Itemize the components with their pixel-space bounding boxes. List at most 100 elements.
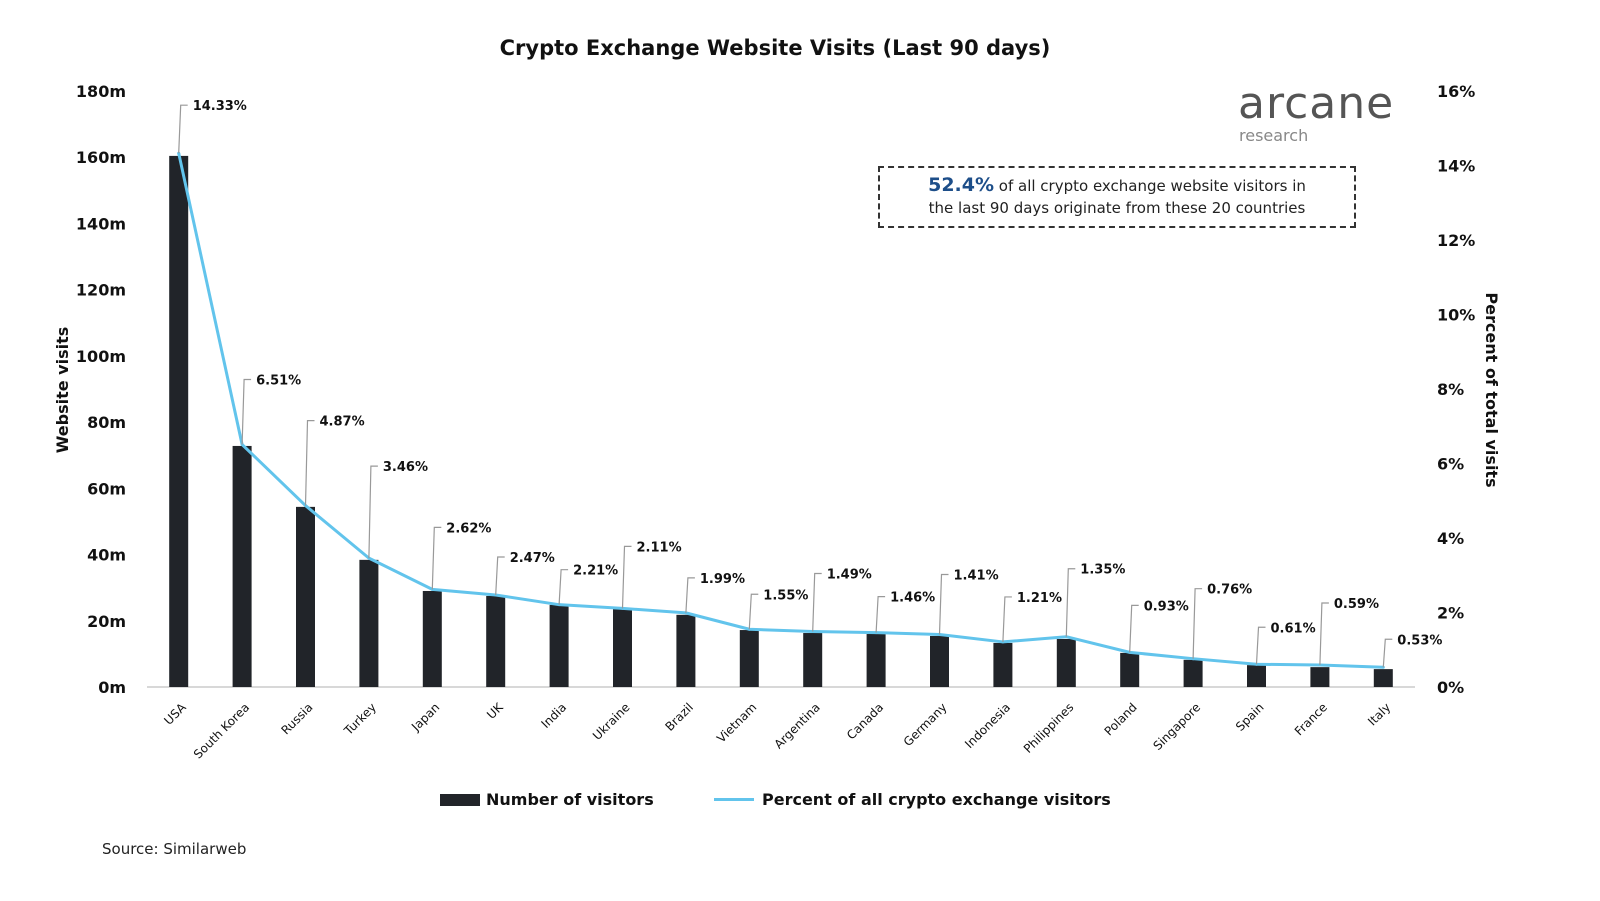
data-label-leader (241, 378, 252, 445)
y2-axis-title: Percent of total visits (1482, 292, 1501, 487)
data-label: 4.87% (320, 415, 365, 430)
y-tick-label: 140m (76, 214, 126, 233)
x-tick-label: Indonesia (962, 700, 1013, 751)
y-tick-label: 100m (76, 347, 126, 366)
data-label: 3.46% (383, 460, 428, 475)
y2-tick-label: 8% (1437, 380, 1464, 399)
percent-line (177, 152, 1384, 669)
x-tick-label: Russia (278, 700, 315, 737)
axes-group: 0m 20m 40m 60m 80m 100m 120m 140m 160m 180m 0% 2% 4%… (53, 82, 1501, 762)
x-tick-label: India (538, 700, 569, 731)
data-label: 0.76% (1207, 583, 1252, 598)
data-label: 1.49% (827, 567, 872, 582)
y2-tick-label: 2% (1437, 604, 1464, 623)
data-label: 0.61% (1271, 621, 1316, 636)
data-label-leader (685, 577, 695, 613)
data-label: 1.46% (890, 591, 935, 606)
y2-tick-label: 12% (1437, 231, 1475, 250)
x-tick-label: Japan (408, 700, 442, 734)
y-tick-label: 80m (87, 413, 126, 432)
bar (359, 559, 379, 687)
data-label: 6.51% (256, 374, 301, 389)
bar (739, 630, 759, 687)
logo-subtitle: research (1239, 126, 1309, 145)
y-tick-label: 20m (87, 612, 126, 631)
legend-label-percent: Percent of all crypto exchange visitors (762, 790, 1111, 809)
x-tick-label: Argentina (772, 700, 823, 751)
data-label-leader (495, 556, 505, 596)
data-label: 14.33% (193, 99, 247, 114)
x-tick-label: Singapore (1151, 700, 1204, 753)
data-label: 1.35% (1080, 563, 1125, 578)
bar (1247, 665, 1266, 687)
source-note: Source: Similarweb (102, 840, 247, 858)
data-labels-group: 14.33% 6.51% 4.87% 3.46% 2.62% 2.47% 2.21% 2.11… (178, 99, 1442, 668)
chart-title: Crypto Exchange Website Visits (Last 90 … (499, 36, 1051, 60)
x-tick-label: Poland (1102, 700, 1140, 738)
x-tick-label: Philippines (1021, 700, 1077, 756)
data-label-leader (1002, 596, 1012, 642)
bar (549, 604, 569, 687)
bar (930, 636, 949, 687)
data-label: 2.11% (637, 540, 682, 555)
legend-item-visitors: Number of visitors (440, 790, 654, 809)
data-label-leader (304, 419, 315, 506)
bar (169, 155, 189, 688)
callout-highlight: 52.4% (928, 174, 995, 196)
y-tick-label: 60m (87, 479, 126, 498)
bar (1120, 652, 1140, 687)
callout-text-line2: the last 90 days originate from these 20… (928, 199, 1306, 217)
data-label: 1.55% (763, 588, 808, 603)
bar (422, 590, 442, 687)
legend-label-visitors: Number of visitors (486, 790, 654, 809)
y-tick-label: 160m (76, 148, 126, 167)
y2-tick-label: 10% (1437, 306, 1475, 325)
legend-item-percent: Percent of all crypto exchange visitors (714, 790, 1111, 809)
x-tick-label: USA (161, 700, 189, 728)
data-label-leader (368, 465, 378, 559)
data-label-leader (178, 104, 188, 154)
y-tick-label: 40m (87, 546, 126, 565)
x-tick-label: Ukraine (590, 700, 633, 743)
y-tick-label: 180m (76, 82, 126, 101)
x-tick-label: Brazil (662, 700, 696, 734)
data-label-leader (875, 596, 886, 633)
x-tick-label: France (1292, 700, 1330, 738)
data-label-leader (1129, 604, 1139, 653)
x-tick-label: Germany (901, 700, 950, 749)
y-axis-title: Website visits (53, 327, 72, 454)
data-label: 2.47% (510, 551, 555, 566)
data-label: 2.62% (446, 521, 491, 536)
data-label-leader (1382, 638, 1393, 668)
bar (486, 595, 506, 687)
x-tick-label: Turkey (341, 700, 379, 738)
data-label: 0.59% (1334, 597, 1379, 612)
data-label-leader (621, 545, 632, 609)
data-label: 0.93% (1144, 599, 1189, 614)
data-label-leader (1319, 602, 1329, 666)
bar (1183, 659, 1203, 687)
data-label-leader (431, 526, 442, 590)
y-tick-label: 120m (76, 281, 126, 300)
data-label-leader (938, 573, 949, 635)
y2-tick-label: 14% (1437, 157, 1475, 176)
data-label-leader (812, 572, 822, 632)
x-tick-label: Spain (1233, 700, 1267, 734)
bar (676, 614, 696, 687)
bar (232, 445, 252, 687)
data-label: 1.41% (954, 568, 999, 583)
bar (296, 506, 315, 687)
y2-tick-label: 0% (1437, 678, 1464, 697)
x-tick-label: UK (484, 699, 506, 721)
y2-tick-label: 4% (1437, 529, 1464, 548)
data-label-leader (748, 593, 759, 630)
bar (866, 634, 886, 687)
data-label: 1.99% (700, 572, 745, 587)
data-label-leader (1065, 568, 1076, 637)
bar (1310, 667, 1330, 687)
y2-tick-label: 16% (1437, 82, 1475, 101)
data-label-leader (1192, 588, 1203, 659)
legend-swatch-line (714, 798, 754, 801)
